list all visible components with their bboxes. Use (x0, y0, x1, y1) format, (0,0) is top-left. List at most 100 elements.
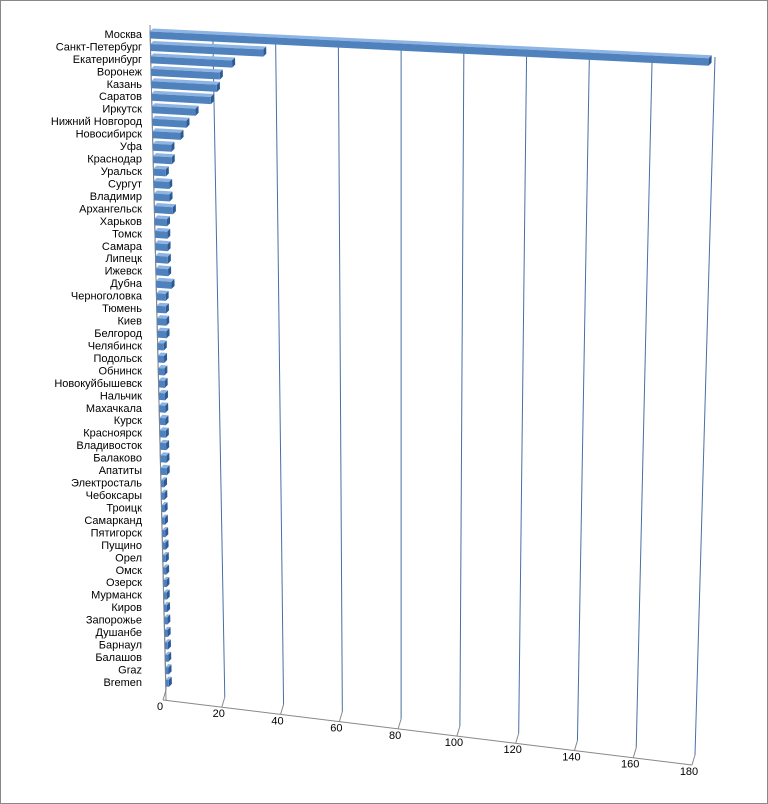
bar-top (150, 28, 712, 59)
bar-top (165, 664, 172, 668)
bar-end (166, 465, 170, 476)
x-tick-label: 40 (271, 715, 283, 727)
bar-top (150, 53, 235, 61)
bar-end (165, 527, 169, 538)
bar-top (158, 365, 168, 369)
bar (156, 293, 166, 301)
tick-mark (397, 718, 402, 730)
y-tick-label: Воронеж (97, 66, 143, 78)
y-tick-label: Graz (118, 664, 142, 676)
bar (154, 206, 173, 215)
bar (153, 181, 170, 189)
y-tick-label: Томск (112, 228, 142, 240)
bar-top (162, 539, 169, 543)
y-tick-label: Запорожье (86, 615, 142, 627)
bar-end (263, 46, 267, 57)
bar (152, 131, 181, 140)
bar-end (169, 191, 173, 202)
tick-mark (280, 704, 285, 715)
bar-top (155, 252, 171, 257)
bar (150, 68, 220, 80)
y-tick-label: Нальчик (100, 390, 142, 402)
grid-line (694, 56, 716, 756)
bar-top (163, 576, 170, 581)
bar-top (164, 626, 171, 630)
grid-line (459, 44, 465, 727)
tick-mark (515, 733, 520, 744)
bar-end (166, 577, 170, 588)
bar (150, 44, 264, 57)
y-tick-label: Курск (114, 415, 142, 427)
y-tick-label: Балаково (93, 453, 142, 465)
bar (157, 318, 167, 326)
bar (157, 343, 164, 351)
bar-end (167, 241, 171, 252)
y-tick-label: Пущино (101, 540, 142, 552)
bar (162, 530, 166, 538)
bar-top (151, 103, 199, 109)
y-tick-label: Харьков (100, 216, 142, 228)
bar-end (164, 489, 168, 500)
bar (156, 280, 172, 289)
bar-end (186, 117, 190, 128)
grid-line (635, 53, 653, 748)
bar-top (162, 527, 169, 531)
bar-end (167, 639, 171, 650)
bar-end (165, 427, 169, 438)
bar (155, 243, 168, 252)
bar (155, 268, 169, 277)
y-tick-label: Подольск (93, 353, 142, 365)
bar-end (165, 166, 169, 177)
y-tick-label: Уфа (120, 141, 143, 153)
bar-top (157, 315, 170, 319)
bar-end (171, 278, 175, 289)
y-tick-label: Озерск (106, 577, 142, 589)
bar (159, 430, 166, 438)
y-tick-label: Троицк (106, 502, 142, 514)
bar-end (167, 614, 171, 625)
bar (150, 56, 233, 68)
tick-mark (338, 711, 343, 722)
grid-line (212, 32, 226, 698)
bar (153, 156, 172, 165)
bar-top (160, 452, 170, 456)
bar-top (155, 240, 171, 245)
y-tick-label: Красноярск (83, 428, 142, 440)
bar-top (154, 203, 176, 208)
y-tick-label: Черноголовка (71, 291, 143, 303)
bar (154, 230, 168, 239)
bar-top (159, 427, 169, 431)
y-tick-label: Омск (116, 565, 143, 577)
bar-end (166, 602, 171, 613)
bar-top (164, 639, 171, 643)
bar (154, 218, 168, 227)
bar (162, 542, 166, 550)
y-tick-label: Орел (115, 552, 142, 564)
bar (162, 554, 166, 563)
bar (160, 442, 167, 451)
bar (158, 368, 165, 376)
bar-top (153, 153, 175, 158)
bar (165, 667, 169, 675)
y-tick-label: Владимир (90, 191, 142, 203)
bar (157, 355, 165, 363)
bar-top (158, 389, 168, 394)
y-tick-label: Архангельск (79, 203, 142, 215)
x-tick-label: 60 (330, 723, 342, 735)
bar-top (165, 651, 172, 655)
y-tick-label: Барнаул (99, 640, 142, 652)
bar (158, 392, 165, 401)
y-tick-label: Саратов (99, 91, 142, 103)
bar (161, 505, 165, 513)
x-tick-label: 180 (680, 766, 698, 778)
bar-top (151, 78, 220, 85)
y-tick-label: Сургут (108, 178, 142, 190)
bar-end (166, 589, 170, 600)
bar-end (164, 377, 168, 388)
bar-top (162, 551, 169, 556)
bar-top (156, 277, 175, 282)
bar-end (165, 303, 169, 314)
bar-top (161, 514, 168, 518)
bar (156, 305, 166, 314)
bar-end (216, 81, 220, 92)
